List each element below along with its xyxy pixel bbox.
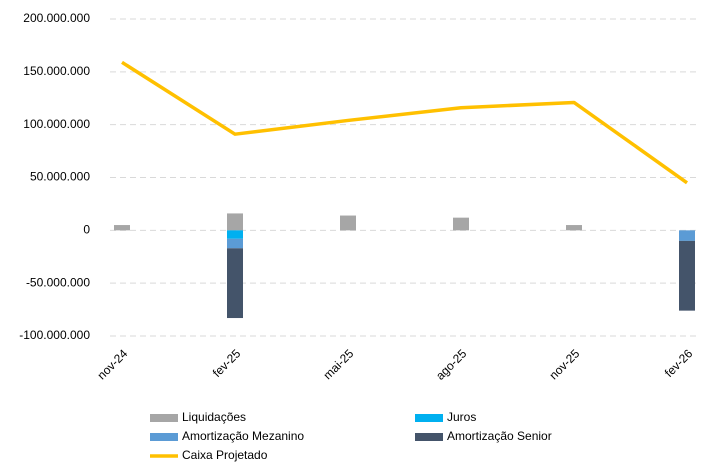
legend-swatch [150, 433, 178, 441]
y-tick-label: 100.000.000 [23, 117, 90, 131]
x-tick-label: fev-26 [662, 346, 696, 380]
bar [227, 230, 243, 239]
x-tick-label: fev-25 [210, 346, 244, 380]
x-tick-label: mai-25 [321, 346, 357, 382]
legend-label: Juros [447, 410, 476, 424]
bar [679, 240, 695, 311]
legend-swatch [415, 433, 443, 441]
bar [227, 248, 243, 319]
bar [679, 230, 695, 241]
y-tick-label: -50.000.000 [26, 275, 90, 289]
x-tick-label: nov-25 [547, 346, 583, 382]
legend-swatch [150, 414, 178, 422]
y-tick-label: 150.000.000 [23, 64, 90, 78]
x-tick-label: nov-24 [95, 346, 131, 382]
line [121, 60, 689, 185]
bar [227, 213, 243, 231]
y-tick-label: 200.000.000 [23, 11, 90, 25]
bar [340, 215, 356, 231]
bar [566, 225, 582, 231]
y-tick-label: 0 [83, 223, 90, 237]
bar [227, 238, 243, 249]
y-tick-label: 50.000.000 [30, 170, 90, 184]
bar [114, 225, 130, 231]
legend-label: Amortização Senior [447, 429, 552, 443]
x-tick-label: ago-25 [433, 346, 470, 383]
bar [453, 217, 469, 231]
y-tick-label: -100.000.000 [19, 328, 90, 342]
legend-label: Amortização Mezanino [182, 429, 304, 443]
legend-swatch [415, 414, 443, 422]
legend-label: Caixa Projetado [182, 448, 268, 462]
legend-label: Liquidações [182, 410, 246, 424]
